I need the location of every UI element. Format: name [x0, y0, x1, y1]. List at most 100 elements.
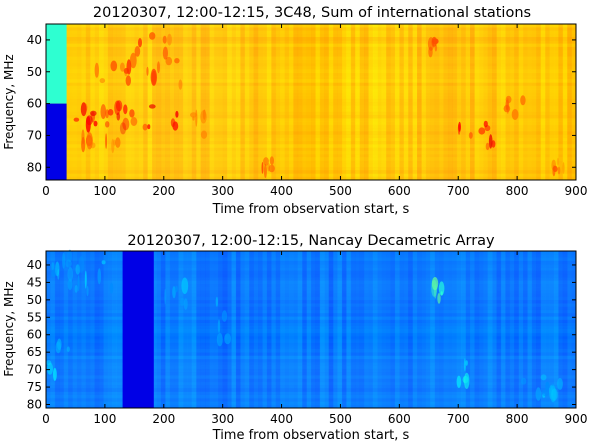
- plot-frame: [45, 250, 577, 409]
- emission-blob: [51, 262, 55, 271]
- emission-blob: [83, 103, 88, 112]
- emission-blob: [93, 120, 98, 127]
- emission-blob: [75, 264, 81, 275]
- emission-blob: [78, 256, 85, 273]
- emission-blob: [126, 59, 132, 75]
- flagged-region: [46, 24, 67, 104]
- emission-blob: [261, 162, 264, 174]
- emission-blob: [552, 165, 558, 172]
- emission-blob: [115, 137, 121, 148]
- panel-nancay-array: 20120307, 12:00-12:15, Nancay Decametric…: [2, 233, 587, 443]
- x-tick-label: 500: [329, 412, 352, 426]
- y-tick-label: 80: [27, 398, 42, 412]
- emission-blob: [200, 130, 208, 139]
- heatmap-glow: [46, 24, 576, 180]
- emission-blob: [463, 358, 466, 372]
- emission-blob: [66, 346, 70, 353]
- emission-blob: [545, 381, 550, 391]
- emission-blob: [120, 62, 125, 72]
- x-tick-label: 200: [152, 184, 175, 198]
- y-tick-label: 70: [27, 128, 42, 142]
- emission-blob: [162, 46, 168, 60]
- emission-blob: [129, 109, 135, 118]
- emission-blob: [548, 387, 551, 394]
- emission-blob: [488, 134, 493, 149]
- emission-blob: [116, 112, 121, 121]
- y-axis-label: Frequency, MHz: [2, 281, 16, 376]
- y-tick-label: 60: [27, 328, 42, 342]
- emission-blob: [142, 123, 148, 131]
- x-tick-label: 800: [506, 412, 529, 426]
- x-tick-label: 800: [506, 184, 529, 198]
- x-tick-label: 500: [329, 184, 352, 198]
- flagged-region: [46, 103, 67, 180]
- emission-blob: [431, 277, 439, 291]
- panel-title: 20120307, 12:00-12:15, 3C48, Sum of inte…: [93, 5, 531, 21]
- y-tick-label: 70: [27, 363, 42, 377]
- x-tick-label: 0: [42, 184, 50, 198]
- emission-blob: [94, 62, 100, 78]
- emission-blob: [267, 163, 271, 172]
- emission-blob: [86, 132, 93, 150]
- y-axis-ticks: 40 45 50 55 60 65 70 75 80: [27, 258, 576, 412]
- emission-blob: [113, 139, 116, 146]
- emission-blob: [178, 79, 183, 90]
- emission-blob: [162, 35, 167, 44]
- emission-blob: [263, 164, 267, 178]
- emission-blob: [505, 95, 512, 104]
- emission-blob: [111, 138, 115, 154]
- flagged-region: [122, 251, 154, 408]
- y-axis-label: Frequency, MHz: [2, 54, 16, 149]
- emission-blob: [175, 110, 179, 118]
- x-tick-label: 200: [152, 412, 175, 426]
- emission-blob: [105, 133, 108, 149]
- bright-emission-features: [46, 249, 563, 408]
- x-tick-label: 900: [565, 184, 588, 198]
- emission-blob: [183, 298, 188, 310]
- emission-blob: [465, 360, 468, 366]
- emission-blob: [107, 109, 114, 116]
- emission-blob: [67, 278, 73, 291]
- x-axis-label: Time from observation start, s: [212, 428, 410, 443]
- emission-blob: [485, 142, 490, 151]
- emission-blob: [170, 118, 176, 127]
- panel-international-stations: 20120307, 12:00-12:15, 3C48, Sum of inte…: [2, 5, 587, 217]
- y-tick-label: 80: [27, 160, 42, 174]
- emission-blob: [268, 164, 275, 173]
- emission-blob: [86, 286, 89, 297]
- emission-blob: [217, 319, 221, 334]
- emission-blob: [57, 269, 60, 280]
- emission-blob: [157, 61, 160, 74]
- emission-blob: [221, 310, 228, 322]
- emission-blob: [428, 46, 433, 58]
- emission-blob: [164, 288, 167, 305]
- emission-blob: [67, 249, 73, 263]
- emission-blob: [77, 275, 80, 292]
- x-tick-label: 400: [270, 412, 293, 426]
- emission-blob: [557, 378, 563, 390]
- emission-blob: [174, 58, 180, 64]
- emission-blob: [484, 125, 491, 132]
- x-tick-label: 0: [42, 412, 50, 426]
- x-tick-label: 700: [447, 412, 470, 426]
- y-tick-label: 60: [27, 97, 42, 111]
- emission-blob: [438, 281, 445, 296]
- y-tick-label: 40: [27, 258, 42, 272]
- emission-blob: [181, 277, 189, 295]
- emission-blob: [81, 137, 86, 153]
- y-tick-label: 40: [27, 33, 42, 47]
- emission-blob: [478, 127, 486, 135]
- emission-blob: [51, 269, 57, 278]
- emission-blob: [520, 95, 526, 106]
- emission-blob: [55, 341, 62, 354]
- emission-blob: [437, 293, 441, 304]
- y-tick-label: 50: [27, 293, 42, 307]
- emission-blob: [122, 117, 130, 131]
- emission-blob: [115, 100, 123, 112]
- y-tick-label: 65: [27, 345, 42, 359]
- emission-blob: [99, 78, 106, 84]
- emission-blob: [520, 377, 527, 385]
- emission-blob: [540, 374, 547, 381]
- emission-blob: [67, 267, 74, 282]
